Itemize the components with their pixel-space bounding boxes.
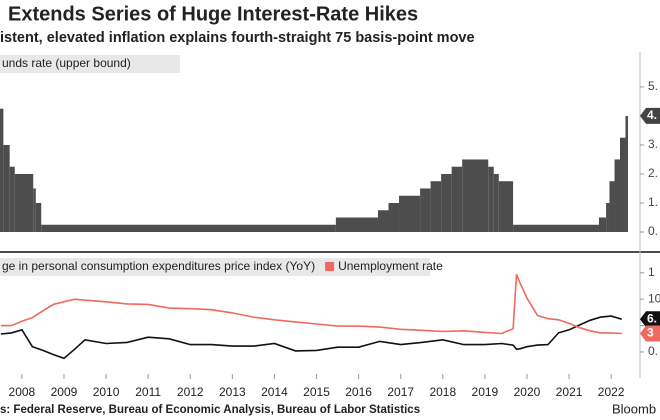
bar [598, 217, 607, 232]
bar [33, 188, 36, 232]
bar [377, 210, 389, 232]
chart-subtitle: istent, elevated inflation explains four… [0, 30, 475, 46]
x-tick-label: 2012 [177, 385, 204, 399]
value-tag-label: 3 [647, 326, 654, 340]
value-tag [640, 325, 660, 342]
y-tick-label: 1. [648, 195, 658, 209]
bar [430, 181, 442, 232]
y-tick-label: 0. [648, 344, 658, 358]
y-tick-label: 3. [648, 137, 658, 151]
legend-box [0, 55, 180, 73]
bar [35, 202, 42, 232]
bar [0, 108, 4, 232]
bar [399, 195, 421, 232]
x-tick-label: 2018 [429, 385, 456, 399]
bar [462, 159, 489, 232]
x-tick-label: 2013 [219, 385, 246, 399]
bar [488, 166, 494, 232]
bar [620, 137, 626, 232]
bar [420, 188, 431, 232]
value-tag [640, 311, 660, 328]
bar [3, 144, 10, 232]
x-tick-label: 2016 [345, 385, 372, 399]
chart-title: Extends Series of Huge Interest-Rate Hik… [8, 3, 418, 25]
bar [388, 202, 400, 232]
x-tick-label: 2019 [472, 385, 499, 399]
x-tick-label: 2015 [303, 385, 330, 399]
legend-label: ge in personal consumption expenditures … [2, 259, 315, 273]
line-series [0, 315, 622, 360]
x-tick-label: 2020 [514, 385, 541, 399]
line-series [0, 274, 622, 335]
x-tick-label: 2017 [387, 385, 414, 399]
bar [498, 181, 514, 232]
bar [625, 115, 628, 232]
source-note: s: Federal Reserve, Bureau of Economic A… [0, 404, 420, 416]
value-tag [640, 107, 660, 124]
bar [335, 217, 378, 232]
bar [609, 181, 615, 232]
value-tag-label: 4. [647, 108, 657, 122]
bar [606, 202, 610, 232]
x-tick-label: 2021 [556, 385, 583, 399]
bar [513, 224, 599, 232]
y-tick-label: 1 [648, 265, 655, 279]
bar [9, 166, 15, 232]
bar [493, 173, 499, 232]
bar [14, 173, 34, 232]
x-tick-label: 2011 [135, 385, 161, 399]
x-tick-label: 2022 [598, 385, 625, 399]
bar [41, 224, 336, 232]
value-tag-label: 6. [647, 311, 657, 325]
x-tick-label: 2009 [51, 385, 78, 399]
y-tick-label: 0. [648, 224, 658, 238]
bar [451, 166, 463, 232]
y-tick-label: 2. [648, 166, 658, 180]
legend-swatch [325, 262, 335, 271]
bar [441, 173, 452, 232]
y-tick-label: 10 [648, 291, 660, 305]
legend-box [0, 258, 430, 276]
legend-label: unds rate (upper bound) [2, 56, 131, 70]
legend-label: Unemployment rate [338, 259, 443, 273]
brand: Bloomb [612, 401, 656, 416]
bar [614, 159, 621, 232]
x-tick-label: 2008 [9, 385, 36, 399]
x-tick-label: 2014 [261, 385, 288, 399]
x-tick-label: 2010 [93, 385, 120, 399]
y-tick-label: 5. [648, 79, 658, 93]
